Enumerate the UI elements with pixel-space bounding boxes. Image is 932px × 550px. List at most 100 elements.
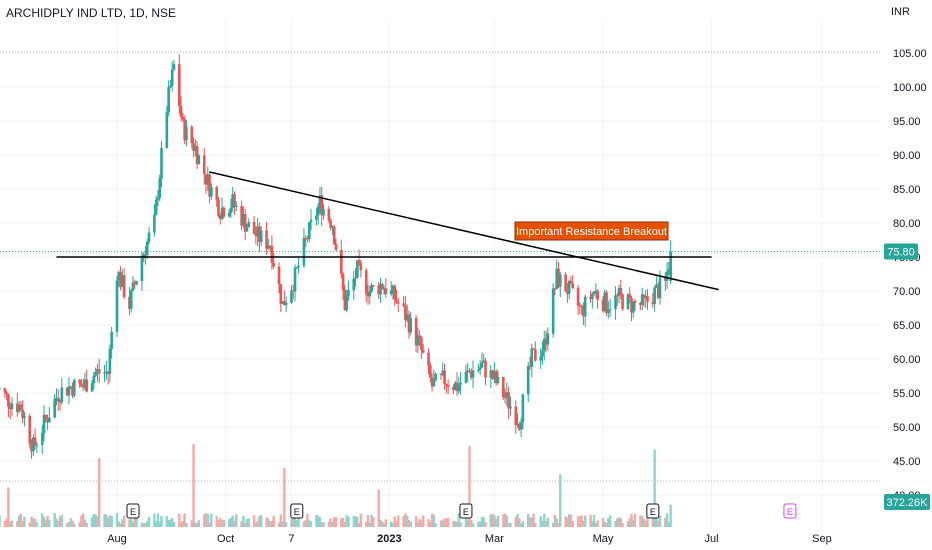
x-tick-label: Sep [812, 533, 832, 545]
volume-bar [272, 515, 275, 527]
volume-bar [395, 521, 398, 527]
candle-body [642, 294, 646, 299]
candle-body [542, 338, 546, 351]
volume-bar [468, 446, 471, 527]
candle-body [646, 296, 649, 302]
volume-bar [67, 521, 71, 527]
volume-bar [265, 517, 268, 527]
volume-bar [407, 519, 411, 527]
candle-body [468, 370, 471, 373]
volume-bar [210, 513, 213, 527]
earnings-marker[interactable] [126, 503, 140, 519]
candle-body [356, 260, 359, 278]
volume-bar [297, 515, 300, 527]
earnings-marker[interactable] [646, 503, 660, 519]
volume-bar [402, 515, 405, 527]
volume-bar [405, 515, 409, 527]
candle-body [233, 194, 236, 207]
candle-body [453, 382, 457, 391]
volume-bar [494, 519, 498, 527]
volume-bar [97, 458, 101, 527]
earnings-marker[interactable] [783, 503, 797, 519]
volume-bar [231, 515, 234, 527]
candle-body [103, 372, 106, 374]
candle-body [81, 386, 85, 388]
candle-body [83, 379, 87, 388]
candle-body [569, 280, 573, 284]
candle-body [181, 116, 185, 120]
candle-body [215, 187, 218, 200]
volume-bar [567, 514, 571, 527]
volume-bar [518, 518, 521, 527]
volume-bar [603, 521, 606, 527]
candle-body [519, 422, 523, 430]
volume-bar [457, 513, 461, 527]
candle-body [507, 392, 510, 409]
volume-bar [92, 513, 96, 527]
candle-body [566, 291, 569, 294]
volume-bar [35, 522, 39, 527]
candle-body [384, 288, 388, 295]
earnings-marker[interactable] [290, 503, 304, 519]
volume-bar [206, 513, 209, 527]
earnings-marker-label: E [463, 507, 469, 517]
candle-body [156, 197, 160, 200]
candle-body [603, 292, 607, 312]
volume-bar [57, 520, 60, 527]
volume-bar [418, 519, 421, 527]
candle-body [284, 302, 288, 306]
candle-body [40, 432, 44, 445]
candle-body [195, 146, 199, 164]
candle-body [10, 403, 14, 410]
candle-body [596, 290, 599, 300]
volume-bar [366, 515, 370, 527]
candle-body [158, 178, 162, 198]
volume-bar [521, 521, 525, 527]
candle-body [514, 406, 518, 426]
volume-bar [345, 515, 348, 527]
candle-body [318, 195, 322, 207]
volume-bar [195, 523, 199, 527]
candle-body [345, 296, 348, 311]
volume-bar [83, 519, 87, 527]
x-tick-label: 2023 [377, 533, 401, 545]
candle-body [65, 387, 69, 396]
volume-bar [430, 513, 434, 527]
candle-body [265, 230, 268, 249]
volume-bar [119, 523, 122, 527]
volume-bar [146, 521, 149, 527]
volume-bar [30, 516, 33, 527]
candle-body [594, 290, 598, 292]
volume-bar [33, 518, 37, 527]
descending-trendline[interactable] [209, 171, 719, 291]
candle-body [290, 290, 293, 303]
y-tick-label: 85.00 [893, 184, 921, 196]
candle-body [172, 64, 176, 70]
volume-bar [165, 516, 169, 527]
volume-bar [117, 521, 120, 527]
candle-body [105, 371, 108, 373]
candle-body [206, 174, 210, 185]
volume-bar [309, 521, 313, 527]
volume-bar [53, 513, 56, 527]
volume-bar [229, 518, 233, 527]
last-volume-badge [884, 494, 930, 510]
candle-body [19, 404, 23, 410]
volume-bar [242, 515, 245, 527]
volume-bar [304, 519, 307, 527]
volume-bar [464, 514, 468, 527]
volume-bar [252, 515, 256, 527]
candle-body [315, 215, 318, 220]
volume-bar [293, 516, 297, 527]
earnings-marker[interactable] [459, 503, 473, 519]
annotation-box[interactable] [514, 221, 669, 241]
candle-body [94, 371, 97, 376]
volume-bar [343, 522, 347, 527]
candle-body [17, 404, 21, 412]
volume-bar [507, 523, 510, 527]
volume-bar [106, 517, 110, 527]
candle-body [430, 377, 434, 387]
candle-body [322, 209, 325, 216]
volume-bar [203, 514, 206, 527]
